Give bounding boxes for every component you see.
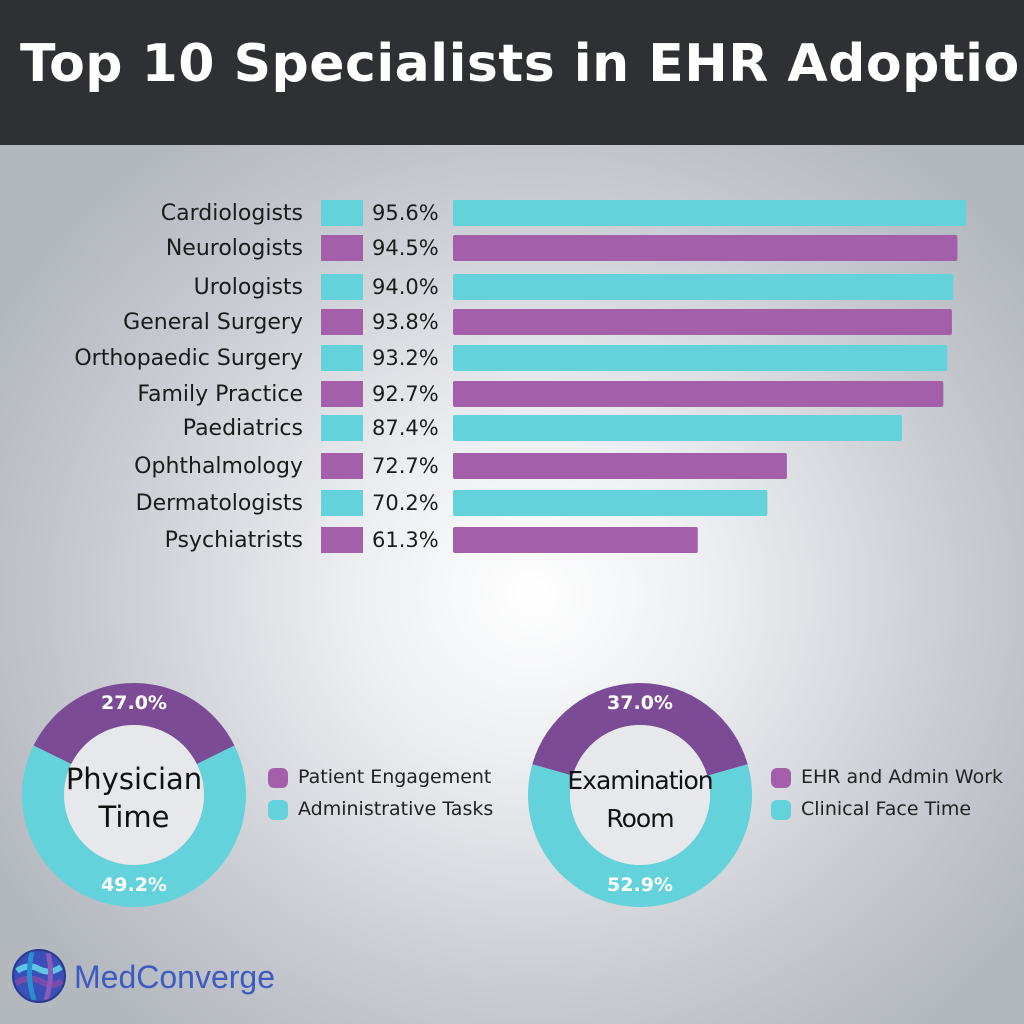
examination-room-donut: 37.0% 52.9% Examination Room: [520, 680, 760, 919]
category-label: Orthopaedic Surgery: [74, 346, 303, 371]
category-swatch: [321, 309, 363, 335]
donut-svg: 27.0% 49.2% Physician Time: [22, 683, 247, 907]
value-label: 94.5%: [372, 236, 439, 260]
category-swatch: [321, 490, 363, 516]
donut-center-label: Examination: [567, 766, 712, 795]
bar-row: Paediatrics 87.4%: [183, 415, 902, 441]
bar-row: Dermatologists 70.2%: [136, 490, 768, 516]
category-label: General Surgery: [123, 310, 303, 335]
category-label: Neurologists: [166, 236, 303, 261]
legend-label: Administrative Tasks: [298, 798, 494, 820]
bar: [453, 274, 954, 300]
logo-text: MedConverge: [74, 959, 275, 995]
donut-hole: [64, 725, 204, 865]
category-label: Psychiatrists: [165, 528, 303, 553]
value-label: 94.0%: [372, 275, 439, 299]
category-swatch: [321, 235, 363, 261]
slice-value-label: 27.0%: [101, 692, 167, 714]
bar-row: Ophthalmology 72.7%: [134, 453, 787, 479]
category-label: Paediatrics: [183, 416, 303, 441]
bar-row: Orthopaedic Surgery 93.2%: [74, 345, 948, 371]
value-label: 87.4%: [372, 416, 439, 440]
donut-center-label: Room: [606, 804, 673, 833]
bar: [453, 527, 698, 553]
slice-value-label: 52.9%: [607, 874, 673, 896]
bar: [453, 345, 948, 371]
bar: [453, 200, 966, 226]
bar-row: Neurologists 94.5%: [166, 235, 958, 261]
category-swatch: [321, 527, 363, 553]
category-swatch: [321, 345, 363, 371]
donut-slice: [528, 764, 752, 907]
value-label: 93.8%: [372, 310, 439, 334]
bar-row: Cardiologists 95.6%: [161, 200, 966, 226]
title-banner: Top 10 Specialists in EHR Adoption: [0, 0, 1024, 145]
category-swatch: [321, 274, 363, 300]
bar: [453, 235, 958, 261]
slice-value-label: 49.2%: [101, 874, 167, 896]
puzzle-globe-icon: [12, 949, 66, 1003]
page-title: Top 10 Specialists in EHR Adoption: [20, 34, 1024, 94]
donut-hole: [570, 725, 710, 865]
bar: [453, 381, 944, 407]
bar: [453, 453, 787, 479]
donut-slice: [33, 683, 235, 765]
donut-center-label: Physician: [66, 762, 202, 796]
category-swatch: [321, 381, 363, 407]
category-label: Cardiologists: [161, 201, 303, 226]
category-label: Urologists: [194, 275, 303, 300]
category-label: Ophthalmology: [134, 454, 303, 479]
legend-label: EHR and Admin Work: [801, 766, 1004, 788]
slice-value-label: 37.0%: [607, 692, 673, 714]
donut-slice: [532, 683, 748, 776]
category-label: Family Practice: [137, 382, 303, 407]
value-label: 95.6%: [372, 201, 439, 225]
category-swatch: [321, 453, 363, 479]
donut-slice: [22, 745, 247, 907]
category-swatch: [321, 415, 363, 441]
bar-row: General Surgery 93.8%: [123, 309, 952, 335]
bar-row: Urologists 94.0%: [194, 274, 954, 300]
bar: [453, 490, 768, 516]
bar-row: Psychiatrists 61.3%: [165, 527, 698, 553]
legend-swatch: [268, 800, 288, 820]
value-label: 93.2%: [372, 346, 439, 370]
legend-swatch: [268, 768, 288, 788]
bar-row: Family Practice 92.7%: [137, 381, 944, 407]
value-label: 72.7%: [372, 454, 439, 478]
legend-label: Clinical Face Time: [801, 798, 972, 820]
value-label: 61.3%: [372, 528, 439, 552]
legend-swatch: [771, 768, 791, 788]
physician-time-donut: 27.0% 49.2% Physician Time: [14, 680, 254, 919]
donut-center-label: Time: [98, 800, 170, 834]
category-swatch: [321, 200, 363, 226]
medconverge-logo: MedConverge: [8, 945, 308, 1015]
bar: [453, 309, 952, 335]
legend-swatch: [771, 800, 791, 820]
value-label: 92.7%: [372, 382, 439, 406]
bar-chart: Cardiologists 95.6% Neurologists 94.5% Urolo…: [74, 200, 966, 553]
bar: [453, 415, 902, 441]
donut-svg: 37.0% 52.9% Examination Room: [528, 683, 752, 907]
legend-label: Patient Engagement: [298, 766, 492, 788]
value-label: 70.2%: [372, 491, 439, 515]
category-label: Dermatologists: [136, 491, 303, 516]
